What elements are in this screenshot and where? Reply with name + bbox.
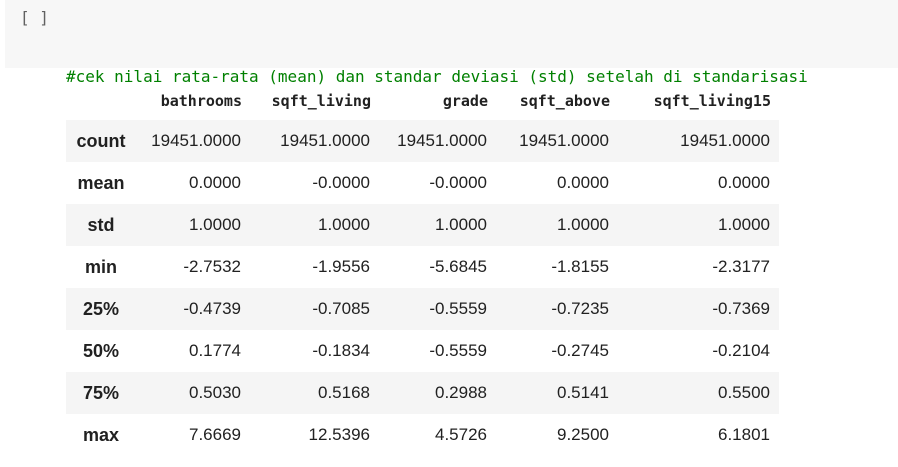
column-header: sqft_living15	[653, 92, 771, 110]
table-cell: -0.7085	[312, 299, 370, 318]
code-editor[interactable]: #cek nilai rata-rata (mean) dan standar …	[66, 7, 808, 231]
table-cell: 0.2988	[435, 383, 487, 402]
table-cell: -0.7235	[551, 299, 609, 318]
code-close-paren: )	[509, 151, 519, 170]
column-header: sqft_living	[271, 92, 371, 110]
table-cell: 1.0000	[718, 215, 770, 234]
table-cell: 4.5726	[435, 425, 487, 444]
table-cell: -2.3177	[712, 257, 770, 276]
code-open-paren: (	[489, 151, 500, 170]
table-cell: -0.4739	[183, 299, 241, 318]
table-cell: 19451.0000	[151, 131, 241, 150]
table-cell: 0.0000	[718, 173, 770, 192]
code-line-2: X_train[numerical_features].describe().r…	[66, 147, 808, 175]
table-cell: -0.5559	[429, 299, 487, 318]
table-cell: -1.9556	[312, 257, 370, 276]
table-cell: 19451.0000	[397, 131, 487, 150]
row-label: min	[84, 256, 117, 277]
table-cell: -0.0000	[429, 173, 487, 192]
run-cell-indicator[interactable]: [ ]	[20, 8, 49, 27]
table-cell: 0.5030	[189, 383, 241, 402]
row-label: 25%	[82, 298, 120, 319]
code-line-1: #cek nilai rata-rata (mean) dan standar …	[66, 63, 808, 91]
table-cell: 0.0000	[557, 173, 609, 192]
row-label: max	[82, 424, 120, 445]
table-cell: -0.1834	[312, 341, 370, 360]
table-cell: -5.6845	[429, 257, 487, 276]
table-cell: 19451.0000	[519, 131, 609, 150]
table-cell: -0.5559	[429, 341, 487, 360]
table-cell: 0.5141	[557, 383, 609, 402]
table-cell: -1.8155	[551, 257, 609, 276]
code-comment: #cek nilai rata-rata (mean) dan standar …	[66, 67, 808, 86]
table-cell: 9.2500	[557, 425, 609, 444]
table-cell: 1.0000	[557, 215, 609, 234]
cell-output: bathrooms sqft_living grade sqft_above s…	[66, 82, 779, 456]
table-cell: 1.0000	[435, 215, 487, 234]
row-label: std	[87, 214, 115, 235]
table-row: std 1.0000 1.0000 1.0000 1.0000 1.0000	[66, 204, 779, 246]
column-header: bathrooms	[160, 92, 242, 110]
code-round-argument: 4	[499, 151, 510, 170]
table-row: mean 0.0000 -0.0000 -0.0000 0.0000 0.000…	[66, 162, 779, 204]
column-header: grade	[442, 92, 488, 110]
column-header: sqft_above	[519, 92, 610, 110]
table-row: min -2.7532 -1.9556 -5.6845 -1.8155 -2.3…	[66, 246, 779, 288]
table-cell: 1.0000	[189, 215, 241, 234]
row-label: 75%	[82, 382, 120, 403]
table-cell: 0.0000	[189, 173, 241, 192]
table-cell: 7.6669	[189, 425, 241, 444]
table-cell: 19451.0000	[680, 131, 770, 150]
table-cell: 1.0000	[318, 215, 370, 234]
row-label: mean	[77, 172, 125, 193]
table-cell: -2.7532	[183, 257, 241, 276]
describe-table: bathrooms sqft_living grade sqft_above s…	[66, 82, 779, 456]
table-cell: -0.2745	[551, 341, 609, 360]
code-expression: X_train[numerical_features].describe().	[66, 151, 442, 170]
table-row: 25% -0.4739 -0.7085 -0.5559 -0.7235 -0.7…	[66, 288, 779, 330]
table-row: 50% 0.1774 -0.1834 -0.5559 -0.2745 -0.21…	[66, 330, 779, 372]
table-corner	[66, 82, 136, 120]
table-cell: 6.1801	[718, 425, 770, 444]
table-cell: 0.1774	[189, 341, 241, 360]
table-cell: 12.5396	[308, 425, 370, 444]
table-row: max 7.6669 12.5396 4.5726 9.2500 6.1801	[66, 414, 779, 456]
table-row: 75% 0.5030 0.5168 0.2988 0.5141 0.5500	[66, 372, 779, 414]
row-label: count	[76, 130, 126, 151]
table-header-row: bathrooms sqft_living grade sqft_above s…	[66, 82, 779, 120]
table-row: count 19451.0000 19451.0000 19451.0000 1…	[66, 120, 779, 162]
table-cell: -0.7369	[712, 299, 770, 318]
code-round-function: round	[441, 151, 490, 170]
row-label: 50%	[82, 340, 120, 361]
table-cell: 19451.0000	[280, 131, 370, 150]
table-cell: 0.5168	[318, 383, 370, 402]
code-cell[interactable]: [ ]	[5, 0, 898, 68]
table-cell: 0.5500	[718, 383, 770, 402]
table-cell: -0.0000	[312, 173, 370, 192]
table-cell: -0.2104	[712, 341, 770, 360]
